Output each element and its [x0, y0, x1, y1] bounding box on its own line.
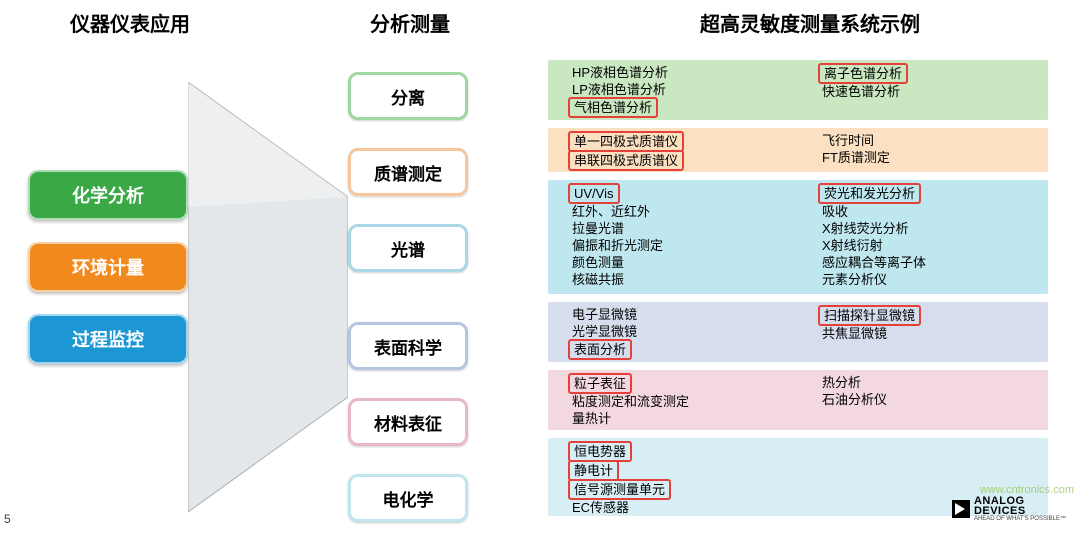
application-pill-2: 过程监控 — [28, 314, 188, 364]
logo-icon — [952, 500, 970, 518]
panel-5-left-item-2: 信号源测量单元 — [572, 480, 792, 499]
panel-5-left-item-3: EC传感器 — [572, 499, 792, 516]
panel-2-left-item-4: 颜色测量 — [572, 254, 792, 271]
panel-2-right-item-4: 感应耦合等离子体 — [822, 254, 1042, 271]
panel-3-left-item-2: 表面分析 — [572, 340, 792, 359]
category-box-2: 光谱 — [348, 224, 468, 272]
panel-0-right-item-0: 离子色谱分析 — [822, 64, 1042, 83]
panel-0-right-item-1: 快速色谱分析 — [822, 83, 1042, 100]
panel-2-right-item-0: 荧光和发光分析 — [822, 184, 1042, 203]
panel-2-left-item-3: 偏振和折光测定 — [572, 237, 792, 254]
applications-column: 化学分析环境计量过程监控 — [28, 170, 188, 386]
panel-4-left-item-2: 量热计 — [572, 410, 792, 427]
panel-1-right-item-0: 飞行时间 — [822, 132, 1042, 149]
panel-4-right-col: 热分析石油分析仪 — [798, 370, 1048, 431]
panel-1-left-item-0: 单一四极式质谱仪 — [572, 132, 792, 151]
panel-3-right-item-2: 共焦显微镜 — [822, 325, 1042, 342]
panel-3-right-col: 扫描探针显微镜共焦显微镜 — [798, 302, 1048, 363]
panel-2-right-item-2: X射线荧光分析 — [822, 220, 1042, 237]
category-box-0: 分离 — [348, 72, 468, 120]
category-box-1: 质谱测定 — [348, 148, 468, 196]
funnel-connector — [188, 82, 348, 512]
panel-2-left-item-0: UV/Vis — [572, 184, 792, 203]
system-panel-3: 电子显微镜光学显微镜表面分析扫描探针显微镜共焦显微镜 — [548, 302, 1048, 362]
header-applications: 仪器仪表应用 — [70, 8, 190, 37]
panel-2-left-item-2: 拉曼光谱 — [572, 220, 792, 237]
system-panel-2: UV/Vis红外、近红外拉曼光谱偏振和折光测定颜色测量核磁共振荧光和发光分析吸收… — [548, 180, 1048, 294]
panel-1-right-col: 飞行时间FT质谱测定 — [798, 128, 1048, 174]
panel-4-left-item-1: 粘度测定和流变测定 — [572, 393, 792, 410]
panel-0-left-item-0: HP液相色谱分析 — [572, 64, 792, 81]
panel-2-left-item-5: 核磁共振 — [572, 271, 792, 288]
panel-2-left-col: UV/Vis红外、近红外拉曼光谱偏振和折光测定颜色测量核磁共振 — [548, 180, 798, 292]
system-panel-4: 粒子表征粘度测定和流变测定量热计热分析石油分析仪 — [548, 370, 1048, 430]
panel-2-left-item-1: 红外、近红外 — [572, 203, 792, 220]
category-box-4: 材料表征 — [348, 398, 468, 446]
panel-2-right-item-3: X射线衍射 — [822, 237, 1042, 254]
analog-devices-logo: ANALOG DEVICES AHEAD OF WHAT'S POSSIBLE™ — [952, 496, 1066, 522]
panel-4-right-item-1: 石油分析仪 — [822, 391, 1042, 408]
panel-5-left-item-1: 静电计 — [572, 461, 792, 480]
panel-0-left-item-2: 气相色谱分析 — [572, 98, 792, 117]
header-systems: 超高灵敏度测量系统示例 — [700, 8, 920, 37]
application-pill-0: 化学分析 — [28, 170, 188, 220]
panel-0-left-item-1: LP液相色谱分析 — [572, 81, 792, 98]
panel-4-left-col: 粒子表征粘度测定和流变测定量热计 — [548, 370, 798, 431]
panel-3-right-item-0: 扫描探针显微镜 — [822, 306, 1042, 325]
logo-subtitle: AHEAD OF WHAT'S POSSIBLE™ — [974, 516, 1066, 522]
panel-2-right-item-1: 吸收 — [822, 203, 1042, 220]
logo-text-bottom: DEVICES — [974, 506, 1066, 516]
panel-1-left-item-1: 串联四极式质谱仪 — [572, 151, 792, 170]
panel-4-left-item-0: 粒子表征 — [572, 374, 792, 393]
category-box-3: 表面科学 — [348, 322, 468, 370]
page-number: 5 — [4, 512, 11, 526]
panel-4-right-item-0: 热分析 — [822, 374, 1042, 391]
system-panel-0: HP液相色谱分析LP液相色谱分析气相色谱分析离子色谱分析快速色谱分析 — [548, 60, 1048, 120]
panel-5-left-col: 恒电势器静电计信号源测量单元EC传感器 — [548, 438, 798, 520]
header-analysis: 分析测量 — [370, 8, 450, 37]
panel-0-right-col: 离子色谱分析快速色谱分析 — [798, 60, 1048, 121]
panel-1-right-item-1: FT质谱测定 — [822, 149, 1042, 166]
panel-3-left-item-1: 光学显微镜 — [572, 323, 792, 340]
panel-5-left-item-0: 恒电势器 — [572, 442, 792, 461]
panel-0-left-col: HP液相色谱分析LP液相色谱分析气相色谱分析 — [548, 60, 798, 121]
system-panel-1: 单一四极式质谱仪串联四极式质谱仪飞行时间FT质谱测定 — [548, 128, 1048, 172]
panel-3-left-item-0: 电子显微镜 — [572, 306, 792, 323]
panel-3-left-col: 电子显微镜光学显微镜表面分析 — [548, 302, 798, 363]
category-box-5: 电化学 — [348, 474, 468, 522]
panel-2-right-col: 荧光和发光分析吸收X射线荧光分析X射线衍射感应耦合等离子体元素分析仪 — [798, 180, 1048, 292]
application-pill-1: 环境计量 — [28, 242, 188, 292]
panel-1-left-col: 单一四极式质谱仪串联四极式质谱仪 — [548, 128, 798, 174]
panel-2-right-item-5: 元素分析仪 — [822, 271, 1042, 288]
